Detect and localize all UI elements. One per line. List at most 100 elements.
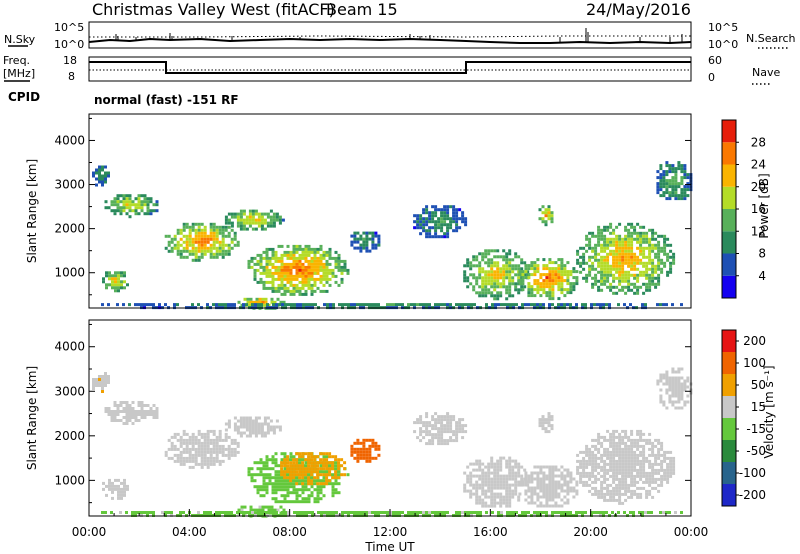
echo-cell: [249, 297, 253, 301]
echo-cell: [629, 303, 632, 307]
echo-cell: [140, 407, 144, 410]
echo-cell: [657, 450, 661, 454]
echo-cell: [258, 300, 262, 304]
echo-cell: [609, 465, 613, 469]
echo-cell: [518, 273, 522, 277]
echo-cell: [337, 259, 341, 263]
echo-cell: [515, 511, 518, 514]
echo-cell: [128, 203, 132, 207]
echo-cell: [505, 477, 509, 481]
echo-cell: [434, 214, 438, 218]
echo-cell: [368, 450, 372, 454]
echo-cell: [600, 444, 604, 448]
echo-cell: [630, 447, 634, 451]
echo-cell: [475, 282, 479, 286]
echo-cell: [434, 226, 438, 230]
echo-cell: [615, 486, 619, 490]
echo-cell: [524, 471, 528, 475]
echo-cell: [654, 264, 658, 268]
echo-cell: [295, 268, 299, 272]
echo-cell: [249, 505, 253, 509]
echo-cell: [554, 504, 558, 508]
echo-cell: [203, 438, 207, 442]
echo-cell: [536, 288, 540, 292]
echo-cell: [518, 282, 522, 286]
echo-cell: [449, 303, 452, 307]
echo-cell: [627, 489, 631, 493]
echo-cell: [663, 246, 667, 250]
echo-cell: [446, 208, 450, 212]
echo-cell: [316, 262, 320, 266]
echo-cell: [512, 511, 515, 514]
echo-cell: [428, 214, 432, 218]
power-ytick-label: 4000: [54, 133, 85, 147]
echo-cell: [657, 438, 661, 442]
power-colorbar-label: Power [dB]: [757, 173, 771, 238]
echo-cell: [440, 208, 444, 212]
echo-cell: [579, 246, 583, 250]
echo-cell: [283, 458, 287, 462]
echo-cell: [612, 264, 616, 268]
echo-cell: [618, 468, 622, 472]
echo-cell: [490, 492, 494, 496]
echo-cell: [104, 407, 108, 410]
echo-cell: [487, 477, 491, 481]
echo-cell: [283, 488, 287, 492]
echo-cell: [289, 500, 293, 504]
echo-cell: [600, 267, 604, 271]
echo-cell: [591, 462, 595, 466]
echo-cell: [502, 456, 506, 460]
echo-cell: [594, 456, 598, 460]
echo-cell: [337, 256, 341, 260]
echo-cell: [212, 441, 216, 445]
echo-cell: [212, 246, 216, 250]
echo-cell: [481, 474, 485, 478]
echo-cell: [590, 303, 593, 307]
echo-cell: [478, 474, 482, 478]
echo-cell: [425, 235, 429, 239]
echo-cell: [545, 486, 549, 490]
echo-cell: [212, 456, 216, 460]
echo-cell: [609, 438, 613, 442]
echo-cell: [365, 459, 369, 463]
echo-cell: [328, 452, 332, 456]
echo-cell: [478, 459, 482, 463]
echo-cell: [425, 412, 429, 416]
echo-cell: [286, 473, 290, 477]
echo-cell: [630, 444, 634, 448]
echo-cell: [310, 455, 314, 459]
echo-cell: [545, 489, 549, 493]
echo-cell: [615, 471, 619, 475]
echo-cell: [350, 234, 354, 238]
echo-cell: [295, 259, 299, 263]
echo-cell: [597, 264, 601, 268]
echo-cell: [218, 231, 222, 235]
echo-cell: [539, 471, 543, 475]
echo-cell: [642, 465, 646, 469]
echo-cell: [630, 267, 634, 271]
echo-cell: [666, 273, 670, 277]
echo-cell: [671, 194, 675, 198]
echo-cell: [328, 467, 332, 471]
echo-cell: [140, 401, 144, 404]
echo-cell: [533, 282, 537, 286]
echo-cell: [527, 285, 531, 289]
echo-cell: [253, 479, 257, 483]
echo-cell: [469, 495, 473, 499]
echo-cell: [149, 407, 153, 410]
echo-cell: [514, 465, 518, 469]
echo-cell: [627, 276, 631, 280]
echo-cell: [487, 252, 491, 256]
echo-cell: [530, 501, 534, 505]
echo-cell: [116, 419, 120, 422]
echo-cell: [563, 303, 566, 307]
echo-cell: [389, 303, 392, 307]
echo-cell: [493, 492, 497, 496]
echo-cell: [242, 303, 245, 307]
echo-cell: [554, 276, 558, 280]
echo-cell: [167, 511, 170, 514]
echo-cell: [322, 271, 326, 275]
echo-cell: [227, 221, 231, 225]
echo-cell: [218, 459, 222, 463]
echo-cell: [304, 461, 308, 465]
